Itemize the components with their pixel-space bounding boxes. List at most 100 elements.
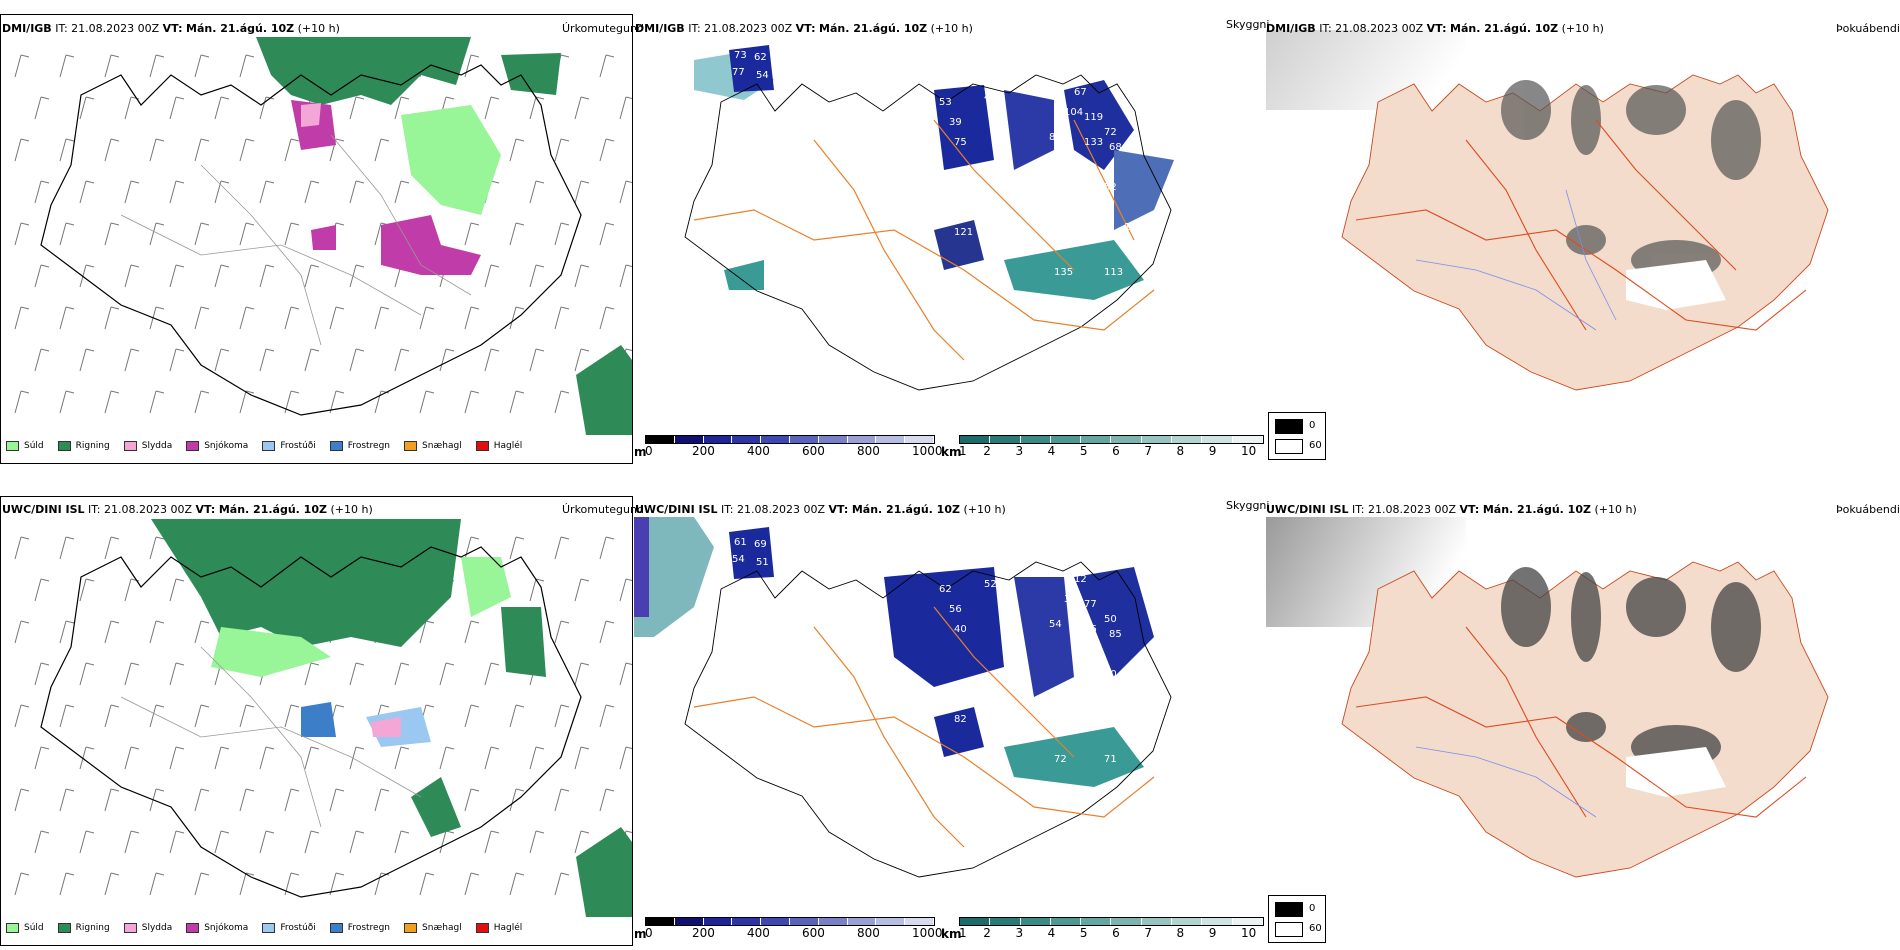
wind-barb (284, 788, 300, 812)
wind-barb (619, 746, 632, 770)
legend-label: Slydda (141, 923, 173, 933)
visibility-unit: km (941, 927, 962, 941)
cloud-area (1114, 150, 1174, 230)
legend-swatch (262, 441, 276, 451)
wind-barb (169, 348, 185, 372)
wind-barb (349, 662, 365, 686)
cloud-base-label: 39 (949, 117, 962, 128)
cloud-base-label: 52 (1104, 182, 1117, 193)
wind-barb (304, 830, 320, 854)
lead-time: (+10 h) (930, 22, 973, 35)
legend-swatch (262, 923, 276, 933)
wind-barb (419, 620, 435, 644)
wind-barb (464, 222, 480, 246)
snow-area (311, 225, 336, 250)
ceiling-color-strip (645, 435, 935, 444)
wind-barb (14, 536, 30, 560)
cloud-base-label: 62 (754, 52, 767, 63)
cloud-base-label: 194 (1074, 192, 1093, 203)
colorbar-tick: 10 (1241, 444, 1257, 458)
wind-barb (599, 306, 615, 330)
cloud-area (1004, 90, 1054, 170)
wind-barb (169, 662, 185, 686)
wind-barb (259, 264, 275, 288)
wind-barb (554, 536, 570, 560)
cloud-base-label: 69 (754, 539, 767, 550)
wind-barb (124, 348, 140, 372)
ceiling-color-strip (645, 917, 935, 926)
rain-area (576, 827, 632, 917)
wind-barb (149, 536, 165, 560)
wind-barb (14, 390, 30, 414)
init-time: IT: 21.08.2023 00Z (55, 22, 160, 35)
colorbar-tick: 10 (1241, 926, 1257, 940)
lead-time: (+10 h) (963, 503, 1006, 516)
legend-item: Slydda (123, 923, 173, 933)
cloud-base-label: 72 (1054, 754, 1067, 765)
fog-map-top (1266, 30, 1829, 391)
colorbar-tick: 0 (645, 926, 653, 940)
wind-barb (239, 306, 255, 330)
wind-barb (509, 390, 525, 414)
wind-barb (554, 788, 570, 812)
wind-barb (574, 264, 590, 288)
wind-barb (169, 180, 185, 204)
product-title: Skyggni (1226, 499, 1270, 512)
wind-barb (124, 264, 140, 288)
wind-barb (529, 96, 545, 120)
wind-barb (619, 96, 632, 120)
freezing-rain-area (301, 702, 336, 737)
wind-barb (34, 348, 50, 372)
cloud-area (1074, 567, 1154, 677)
wind-barb (574, 830, 590, 854)
wind-barb (79, 830, 95, 854)
wind-barb (104, 788, 120, 812)
coastline (684, 561, 1172, 878)
legend-swatch (329, 441, 343, 451)
colorbar-tick: 7 (1144, 926, 1152, 940)
wind-barb (194, 788, 210, 812)
wind-barb (599, 222, 615, 246)
cloud-base-label: 135 (1054, 267, 1073, 278)
legend-item: Frostúði (262, 923, 316, 933)
wind-barb (394, 746, 410, 770)
wind-barb (484, 264, 500, 288)
rain-area (501, 607, 546, 677)
legend-item: Frostregn (329, 441, 390, 451)
wind-barb (304, 348, 320, 372)
colorbar-tick: 3 (1015, 926, 1024, 940)
wind-barb (194, 872, 210, 896)
wind-barb (59, 620, 75, 644)
wind-barb (239, 704, 255, 728)
wind-barb (14, 704, 30, 728)
visibility-map-bottom: 61 69 54 51 62 52 12 50 56 37 77 85 40 54 66 73 50 96 100 7… (634, 517, 1172, 878)
valid-time-label: VT: (162, 22, 183, 35)
cloud-base-label: 554 (1029, 212, 1048, 223)
valid-time: Mán. 21.ágú. 10Z (186, 22, 295, 35)
wind-barb (124, 578, 140, 602)
wind-barb (239, 222, 255, 246)
wind-barb (484, 96, 500, 120)
cloud-base-label: 77 (1084, 599, 1097, 610)
wind-barb (214, 830, 230, 854)
precip-type-legend: Súld Rigning Slydda Snjókoma Frostúði Frostre… (6, 441, 522, 451)
cloud-base-label: 73 (734, 50, 747, 61)
panel-header: DMI/IGB IT: 21.08.2023 00Z VT: Mán. 21.á… (2, 22, 340, 35)
wind-barb (214, 96, 230, 120)
wind-barb (329, 390, 345, 414)
rain-area (501, 53, 561, 95)
wind-barb (59, 390, 75, 414)
wind-barb (464, 704, 480, 728)
wind-barb (259, 180, 275, 204)
wind-barb (529, 348, 545, 372)
roads (693, 119, 1155, 361)
wind-barb (284, 704, 300, 728)
panel-precip-type-top: Súld Rigning Slydda Snjókoma Frostúði Frostre… (0, 14, 633, 464)
product-title: Þokuábendi (1836, 22, 1900, 35)
cloud-base-label: 56 (949, 604, 962, 615)
legend-item: Haglél (475, 441, 522, 451)
wind-barb (34, 830, 50, 854)
colorbar-tick: 200 (692, 926, 715, 940)
wind-barb (104, 138, 120, 162)
cloud-area (934, 220, 984, 270)
